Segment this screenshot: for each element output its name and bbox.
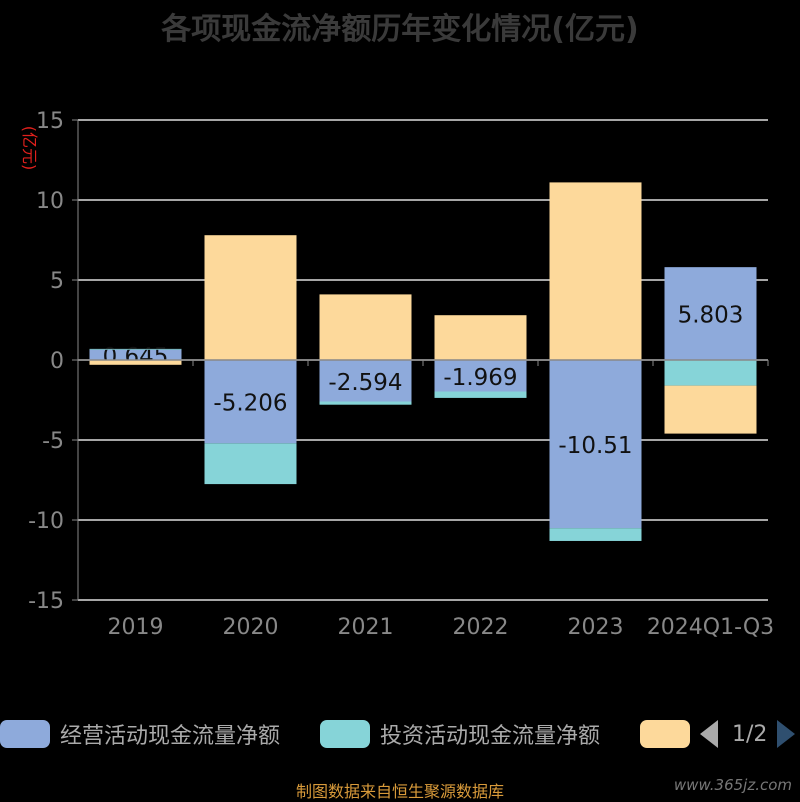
legend-swatch [640, 720, 690, 748]
legend-item[interactable]: 投资活动现金流量净额 [320, 714, 600, 754]
pager-prev-icon[interactable] [700, 720, 718, 748]
legend: 经营活动现金流量净额 投资活动现金流量净额 [0, 714, 800, 754]
y-tick-label: 5 [50, 269, 64, 294]
y-axis-label: (亿元) [20, 126, 39, 171]
legend-swatch [320, 720, 370, 748]
bar-3-2019 [89, 360, 182, 365]
x-tick-label: 2024Q1-Q3 [647, 615, 774, 640]
chart-title: 各项现金流净额历年变化情况(亿元) [161, 12, 639, 47]
pager-next-icon[interactable] [777, 720, 796, 748]
y-tick-label: 10 [36, 189, 64, 214]
bar-1-2020 [204, 360, 297, 444]
chart-plot: 15 10 5 0 -5 -10 -15 (亿元) 0.645 2019 -5.206 2020 -2.… [20, 109, 774, 640]
legend-swatch [0, 720, 50, 748]
bar-2-2024Q1-Q3 [664, 360, 757, 386]
x-tick-label: 2019 [108, 615, 164, 640]
watermark: www.365jz.com [673, 776, 792, 794]
bar-3-2024Q1-Q3 [664, 385, 757, 434]
data-label-2022: -1.969 [443, 365, 517, 391]
bar-3-2020 [204, 235, 297, 360]
bar-3-2022 [434, 315, 527, 360]
x-tick-label: 2021 [338, 615, 394, 640]
bar-1-2021 [319, 360, 412, 402]
x-tick-label: 2023 [568, 615, 624, 640]
bar-3-2023 [549, 182, 642, 360]
pager-page-indicator: 1/2 [732, 721, 768, 747]
data-label-2019: 0.645 [103, 344, 169, 370]
data-label-2024Q1-Q3: 5.803 [678, 303, 744, 329]
data-label-2020: -5.206 [213, 391, 287, 417]
bar-1-2024Q1-Q3 [664, 267, 757, 360]
legend-pager: 1/2 [700, 714, 796, 754]
legend-label: 经营活动现金流量净额 [60, 724, 281, 749]
legend-label: 投资活动现金流量净额 [380, 724, 601, 749]
bar-3-2021 [319, 294, 412, 360]
legend-item[interactable] [640, 714, 700, 754]
bar-2-2022 [434, 391, 527, 398]
y-tick-label: 0 [50, 349, 64, 374]
x-tick-label: 2022 [453, 615, 509, 640]
y-tick-label: -5 [42, 429, 64, 454]
data-label-2023: -10.51 [558, 433, 632, 459]
bar-2-2021 [319, 401, 412, 405]
bar-1-2019 [89, 349, 182, 360]
y-tick-label: -15 [28, 589, 64, 614]
legend-item[interactable]: 经营活动现金流量净额 [0, 714, 280, 754]
y-tick-label: 15 [36, 109, 64, 134]
bar-1-2022 [434, 360, 527, 392]
data-source-note: 制图数据来自恒生聚源数据库 [295, 782, 504, 801]
x-tick-label: 2020 [223, 615, 279, 640]
bar-2-2019 [89, 348, 182, 350]
data-label-2021: -2.594 [328, 370, 402, 396]
y-tick-label: -10 [28, 509, 64, 534]
bar-2-2020 [204, 443, 297, 485]
bar-2-2023 [549, 528, 642, 541]
bar-1-2023 [549, 360, 642, 529]
